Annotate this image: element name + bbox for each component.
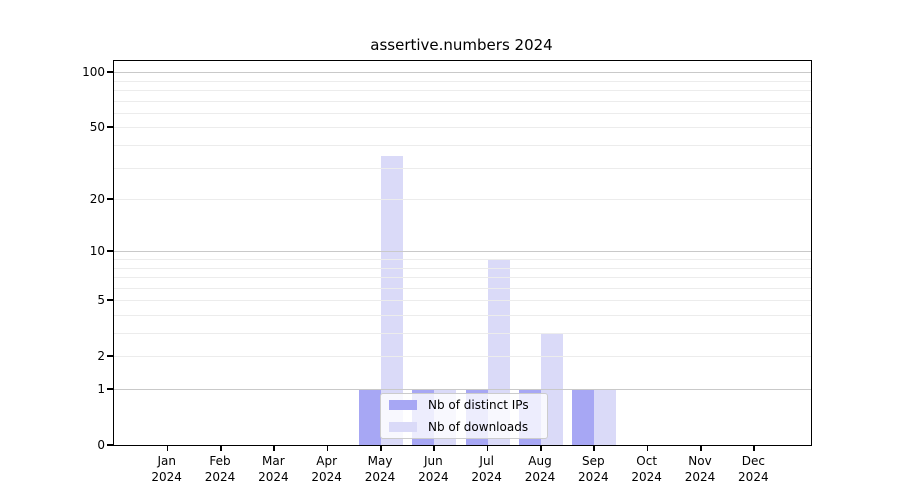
gridline-minor (114, 80, 811, 82)
x-tick (540, 445, 542, 451)
y-tick (107, 71, 113, 73)
x-tick-year-label: 2024 (471, 470, 502, 484)
x-tick-label-apr: Apr (316, 454, 338, 468)
x-tick (273, 445, 275, 451)
gridline-minor (114, 267, 811, 269)
x-tick (433, 445, 435, 451)
legend-entry-distinct-ips: Nb of distinct IPs (381, 396, 547, 415)
legend: Nb of distinct IPs Nb of downloads (380, 393, 548, 439)
y-tick-label: 20 (89, 192, 105, 207)
legend-swatch (389, 421, 417, 432)
x-tick (753, 445, 755, 451)
x-tick (700, 445, 702, 451)
y-tick (107, 250, 113, 252)
gridline-minor (114, 314, 811, 316)
legend-swatch (389, 400, 417, 411)
gridline-minor (114, 90, 811, 92)
y-tick (107, 388, 113, 390)
x-tick-year-label: 2024 (684, 470, 716, 484)
chart-title: assertive.numbers 2024 (370, 36, 553, 54)
bar-distinct-ips-sep (572, 389, 595, 445)
y-tick-label: 100 (82, 65, 105, 80)
legend-entry-downloads: Nb of downloads (381, 418, 547, 437)
x-tick (646, 445, 649, 451)
x-tick-label-sep: Sep (582, 454, 605, 468)
y-tick (107, 444, 113, 446)
gridline-major (114, 72, 811, 74)
gridline-minor (114, 333, 811, 335)
x-tick (486, 445, 489, 451)
gridline-minor (114, 259, 811, 260)
x-tick-label-feb: Feb (209, 454, 231, 468)
x-tick (326, 445, 329, 451)
x-tick-label-dec: Dec (741, 454, 765, 468)
y-tick-label: 50 (89, 120, 105, 135)
x-tick (166, 445, 169, 451)
gridline-minor (114, 100, 811, 102)
gridline-minor (114, 145, 811, 147)
x-tick-label-jun: Jun (423, 454, 443, 468)
x-tick-label-jan: Jan (157, 454, 176, 468)
gridline-minor (114, 127, 811, 129)
gridline-minor (114, 199, 811, 201)
plot-area: Nb of distinct IPs Nb of downloads (113, 60, 812, 446)
y-tick (107, 299, 113, 301)
y-tick (107, 126, 113, 128)
x-tick-label-mar: Mar (262, 454, 285, 468)
y-tick-label: 1 (97, 382, 105, 396)
x-tick-label-may: May (367, 454, 393, 468)
y-tick (107, 198, 113, 200)
bar-distinct-ips-may (359, 389, 382, 445)
x-tick-year-label: 2024 (364, 470, 396, 484)
x-tick (593, 445, 595, 451)
gridline-minor (114, 300, 811, 302)
x-tick-label-oct: Oct (636, 454, 658, 468)
legend-label: Nb of downloads (428, 419, 529, 434)
x-tick-year-label: 2024 (578, 470, 609, 484)
gridline-minor (114, 287, 811, 289)
x-tick-year-label: 2024 (631, 470, 662, 484)
gridline-major (114, 251, 811, 253)
x-tick (220, 445, 222, 451)
x-tick-year-label: 2024 (204, 470, 236, 484)
x-tick-year-label: 2024 (418, 470, 449, 484)
x-tick-year-label: 2024 (738, 470, 769, 484)
legend-label: Nb of distinct IPs (428, 398, 529, 413)
gridline-major (114, 389, 811, 390)
y-tick-label: 2 (97, 349, 105, 364)
x-tick-year-label: 2024 (258, 470, 289, 484)
gridline-minor (114, 167, 811, 169)
gridline-minor (114, 277, 811, 279)
gridline-minor (114, 356, 811, 358)
gridline-minor (114, 112, 811, 114)
bar-downloads-sep (594, 389, 617, 445)
y-tick-label: 5 (97, 293, 105, 308)
y-tick-label: 10 (89, 244, 105, 259)
x-tick-year-label: 2024 (311, 470, 342, 484)
x-tick-label-aug: Aug (528, 454, 552, 468)
x-tick-label-jul: Jul (479, 454, 494, 468)
y-tick (107, 355, 113, 357)
x-tick (380, 445, 382, 451)
x-tick-year-label: 2024 (151, 470, 182, 484)
x-tick-label-nov: Nov (688, 454, 712, 468)
x-tick-year-label: 2024 (524, 470, 556, 484)
y-tick-label: 0 (97, 438, 105, 452)
